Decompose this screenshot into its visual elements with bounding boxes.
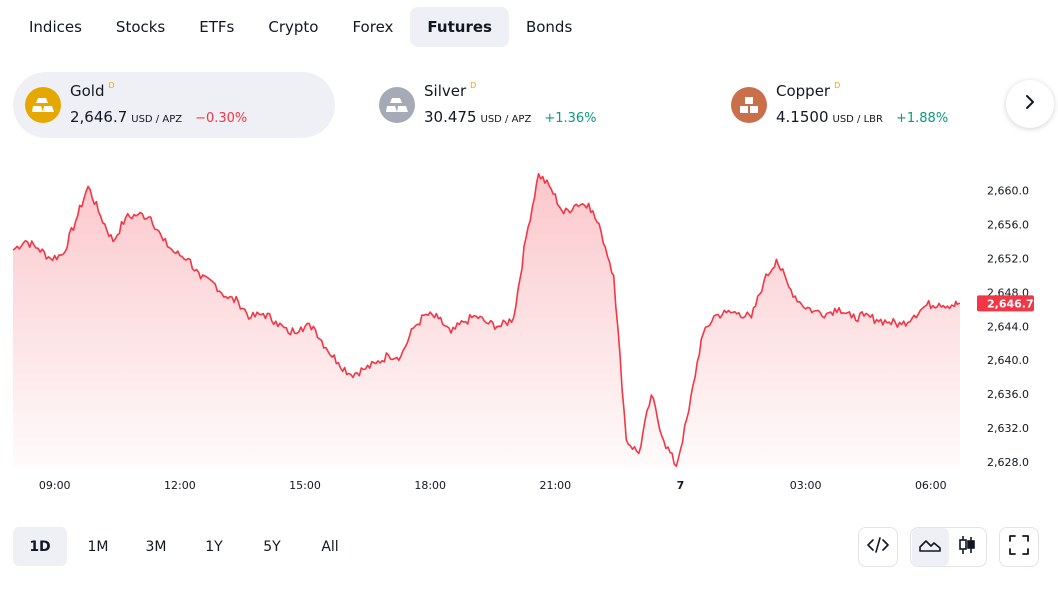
candlestick-icon (958, 535, 976, 559)
range-5y-button[interactable]: 5Y (263, 538, 281, 555)
symbol-price: 2,646.7 (70, 108, 128, 126)
range-1m-button[interactable]: 1M (87, 538, 109, 555)
range-selector: 1D 1M 3M 1Y 5Y All (13, 527, 361, 566)
symbol-price: 30.475 (424, 108, 477, 126)
chart-style-toggle (910, 527, 987, 567)
symbol-name: Gold (70, 82, 105, 100)
embed-button[interactable] (858, 527, 898, 567)
tab-futures[interactable]: Futures (410, 7, 509, 47)
x-tick-label: 15:00 (289, 479, 321, 492)
candlestick-button[interactable] (949, 528, 986, 566)
x-tick-label: 03:00 (790, 479, 822, 492)
symbol-card-silver[interactable]: Silver D 30.475 USD / APZ +1.36% (367, 72, 689, 138)
range-1d-button[interactable]: 1D (13, 527, 67, 566)
delayed-badge: D (470, 81, 477, 90)
symbol-name: Copper (776, 82, 831, 100)
last-price-badge (977, 295, 1034, 312)
fullscreen-button[interactable] (999, 527, 1039, 567)
x-tick-label: 06:00 (915, 479, 947, 492)
price-line (12, 172, 961, 467)
y-tick-label: 2,652.0 (987, 252, 1029, 265)
next-symbols-button[interactable] (1006, 80, 1054, 128)
tab-crypto[interactable]: Crypto (268, 18, 319, 36)
symbol-currency: USD / APZ (480, 114, 532, 125)
price-area-fill (13, 173, 960, 467)
y-tick-label: 2,632.0 (987, 422, 1029, 435)
tab-stocks[interactable]: Stocks (115, 18, 166, 36)
x-tick-label: 7 (677, 479, 685, 492)
delayed-badge: D (834, 81, 841, 90)
symbol-price: 4.1500 (776, 108, 829, 126)
range-1y-button[interactable]: 1Y (205, 538, 223, 555)
code-icon (867, 537, 889, 557)
x-tick-label: 09:00 (39, 479, 71, 492)
range-3m-button[interactable]: 3M (145, 538, 167, 555)
symbol-card-copper[interactable]: Copper D 4.1500 USD / LBR +1.88% (719, 72, 999, 138)
last-price-label: 2,646.7 (987, 297, 1034, 310)
symbol-change: +1.88% (895, 111, 949, 126)
symbol-currency: USD / APZ (131, 114, 183, 125)
price-chart[interactable]: 2,628.02,632.02,636.02,640.02,644.02,648… (0, 150, 1058, 505)
copper-blocks-icon (731, 87, 767, 123)
symbol-currency: USD / LBR (832, 114, 883, 125)
y-tick-label: 2,660.0 (987, 185, 1029, 198)
y-tick-label: 2,636.0 (987, 388, 1029, 401)
area-chart-icon (919, 537, 942, 557)
y-tick-label: 2,656.0 (987, 219, 1029, 232)
range-all-button[interactable]: All (321, 538, 339, 555)
symbol-card-gold[interactable]: Gold D 2,646.7 USD / APZ −0.30% (13, 72, 335, 138)
x-tick-label: 12:00 (164, 479, 196, 492)
symbol-name: Silver (424, 82, 467, 100)
x-tick-label: 21:00 (539, 479, 571, 492)
delayed-badge: D (108, 81, 115, 90)
silver-bars-icon (379, 87, 415, 123)
y-tick-label: 2,628.0 (987, 456, 1029, 469)
market-tabs: Indices Stocks ETFs Crypto Forex Futures… (12, 7, 589, 47)
y-tick-label: 2,640.0 (987, 354, 1029, 367)
symbol-change: +1.36% (544, 111, 597, 126)
tab-forex[interactable]: Forex (352, 18, 394, 36)
y-tick-label: 2,644.0 (987, 320, 1029, 333)
tab-indices[interactable]: Indices (29, 18, 82, 36)
fullscreen-icon (1009, 535, 1029, 559)
chevron-right-icon (1024, 94, 1036, 114)
tab-etfs[interactable]: ETFs (199, 18, 235, 36)
symbol-change: −0.30% (195, 111, 248, 126)
area-chart-button[interactable] (912, 528, 949, 566)
x-tick-label: 18:00 (414, 479, 446, 492)
tab-bonds[interactable]: Bonds (525, 18, 573, 36)
gold-bars-icon (25, 87, 61, 123)
